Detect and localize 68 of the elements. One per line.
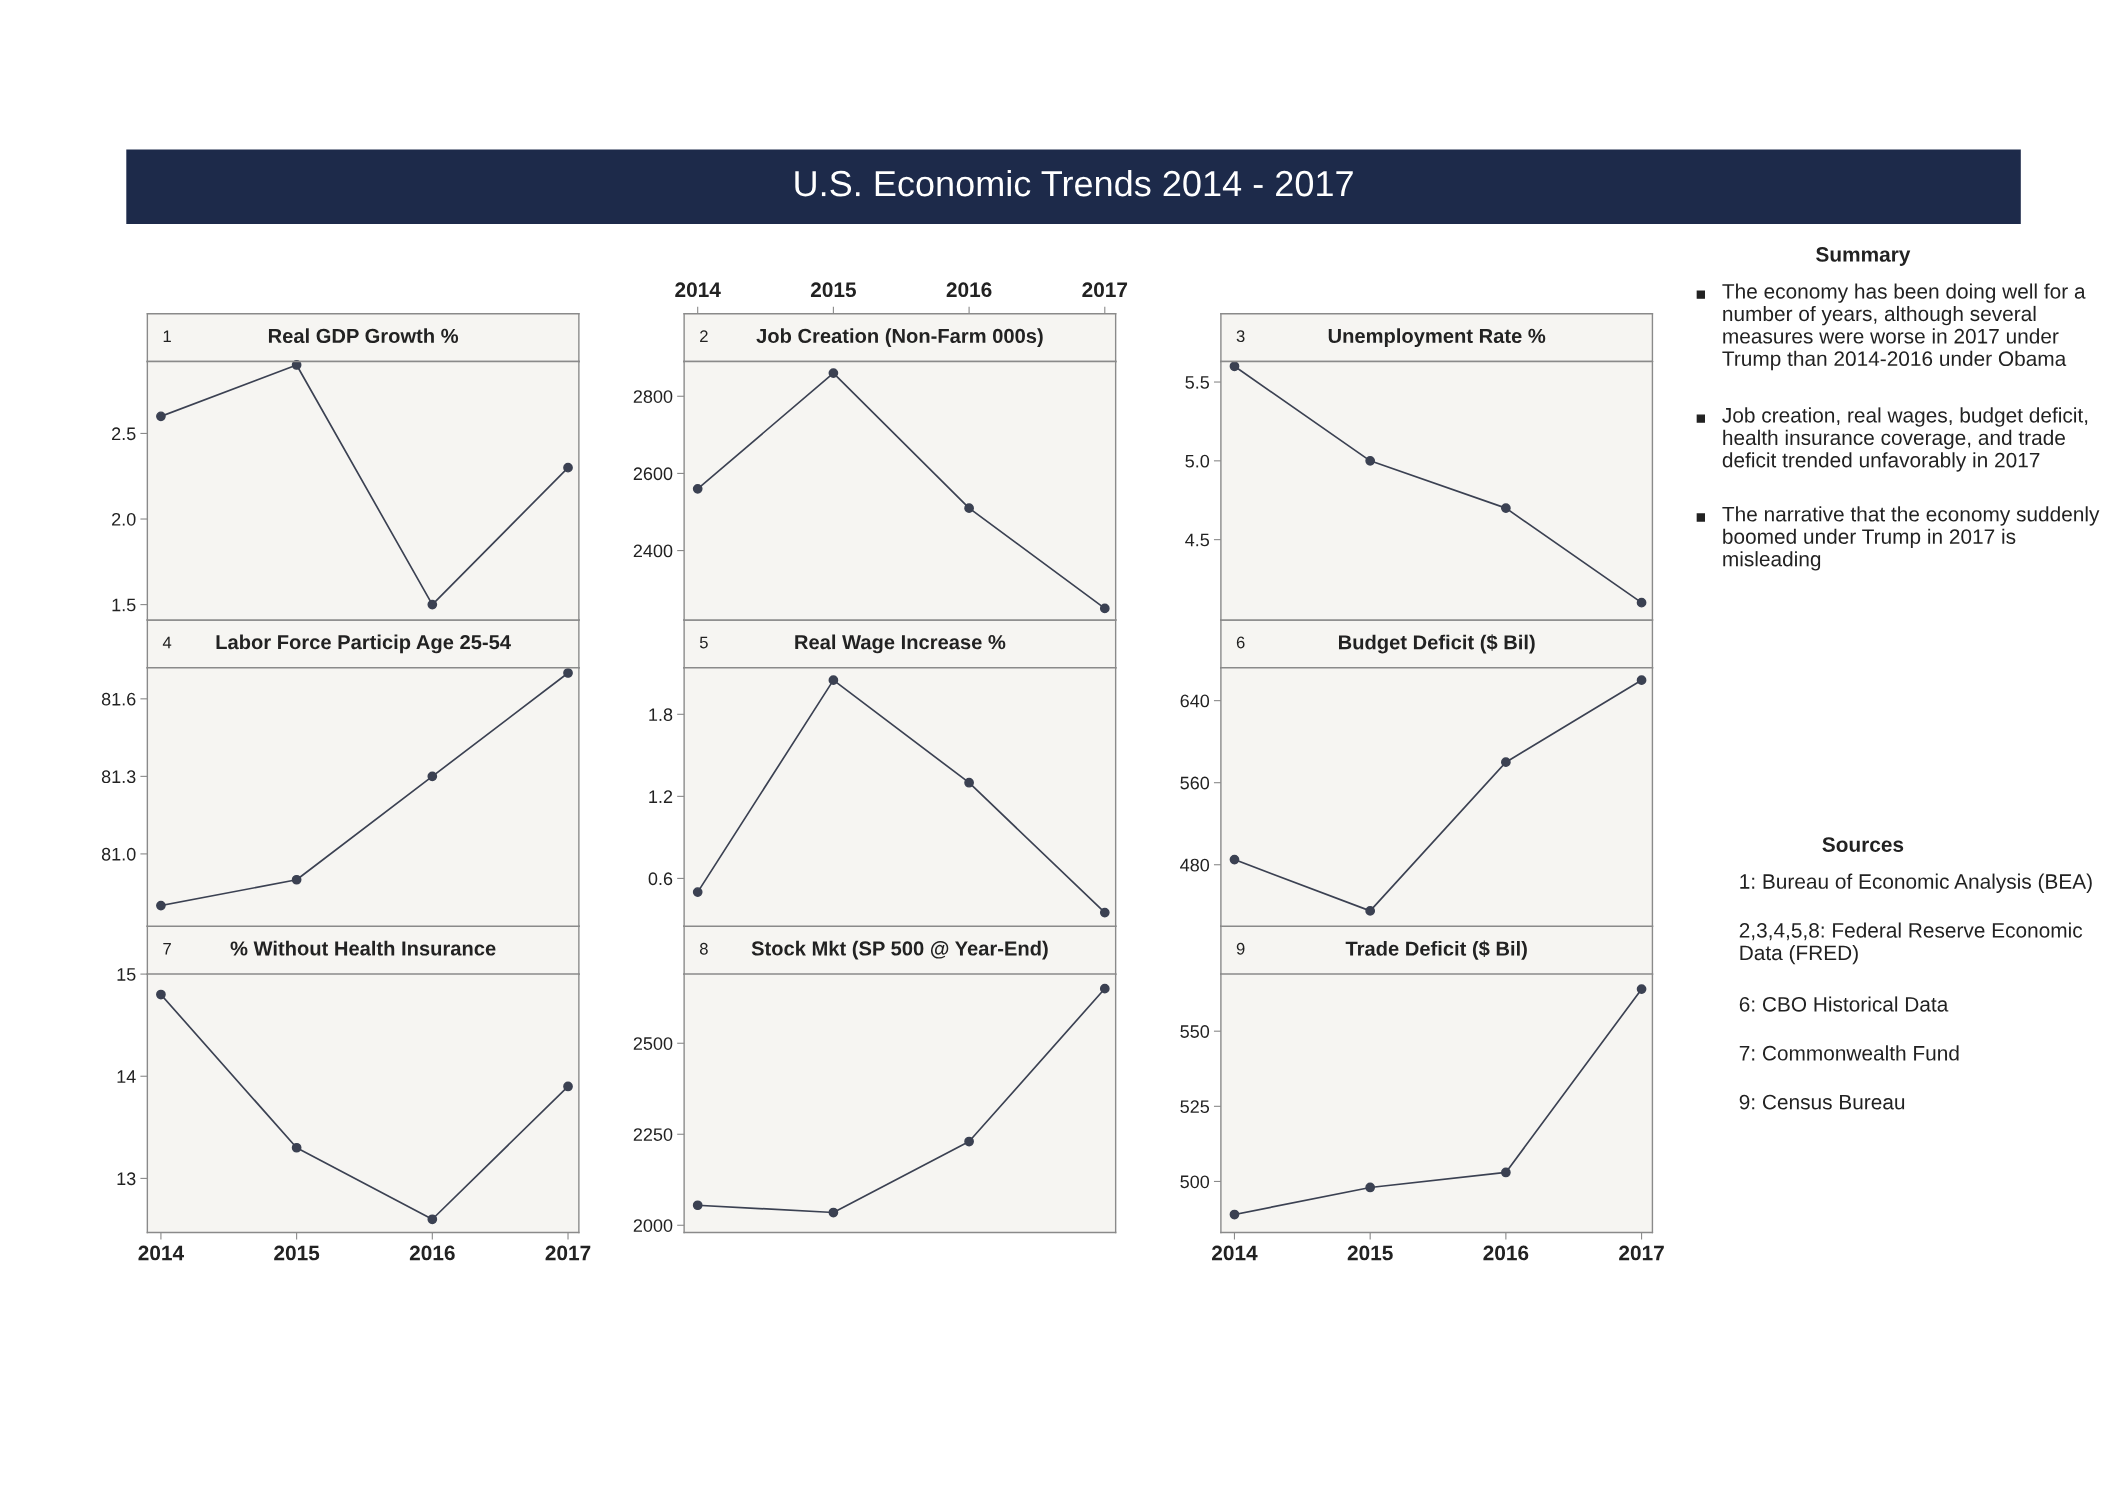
chart-title: Stock Mkt (SP 500 @ Year-End): [751, 940, 1048, 960]
y-tick-label: 2600: [633, 467, 673, 481]
y-tick-label: 2000: [633, 1219, 673, 1232]
text: 3: [1236, 330, 1245, 343]
x-tick-label: 2016: [1483, 1245, 1529, 1261]
chart-title: Labor Force Particip Age 25-54: [216, 634, 511, 654]
chart-title: Real Wage Increase %: [795, 634, 1006, 654]
text: The economy has been doing well for a number of years, although several measures were worse in 2017 under Trump than 2014-2016 under Obama: [1722, 283, 2086, 371]
x2-tick-label: 2017: [1082, 282, 1128, 298]
y-tick-label: 500: [1180, 1175, 1210, 1189]
text: 7: [163, 943, 171, 955]
text: 4: [162, 636, 172, 649]
y-tick-label: 1.8: [649, 708, 673, 722]
text: 7: Commonwealth Fund: [1739, 1045, 1959, 1061]
y-tick-label: 525: [1180, 1100, 1210, 1114]
y-tick-label: 81.0: [101, 847, 136, 861]
x-tick-label: 2014: [1212, 1245, 1258, 1261]
y-tick-label: 480: [1180, 858, 1210, 872]
text: 1: Bureau of Economic Analysis (BEA): [1740, 873, 2092, 893]
text: 6: CBO Historical Data: [1739, 996, 1949, 1012]
y-tick-label: 1.5: [112, 598, 136, 612]
y-tick-label: 0.6: [648, 872, 673, 886]
x-tick-label: 2015: [1347, 1245, 1393, 1261]
x-tick-label: 2015: [274, 1245, 320, 1261]
chart-title: Real GDP Growth %: [268, 328, 459, 344]
x2-tick-label: 2015: [810, 282, 856, 298]
text: 9: [1236, 942, 1245, 955]
y-tick-label: 81.3: [101, 770, 136, 784]
chart-title: % Without Health Insurance: [230, 940, 496, 956]
chart-title: Unemployment Rate %: [1328, 328, 1546, 348]
text: 1: [163, 330, 171, 342]
text: 2: [700, 330, 708, 342]
text: 8: [699, 942, 708, 955]
x2-tick-label: 2016: [946, 282, 992, 298]
x-tick-label: 2017: [1619, 1245, 1664, 1261]
text: Sources: [1822, 837, 1904, 852]
x-tick-label: 2017: [545, 1245, 591, 1261]
y-tick-label: 2.5: [112, 427, 136, 441]
y-tick-label: 81.6: [101, 692, 136, 706]
y-tick-label: 2400: [633, 544, 673, 558]
y-tick-label: 2.0: [112, 512, 136, 526]
y-tick-label: 5.0: [1185, 454, 1210, 468]
y-tick-label: 2250: [633, 1128, 673, 1141]
x-tick-label: 2014: [138, 1245, 184, 1261]
y-tick-label: 550: [1180, 1025, 1210, 1038]
x-tick-label: 2016: [409, 1245, 455, 1261]
text: 6: [1236, 636, 1245, 649]
x2-tick-label: 2014: [675, 282, 721, 298]
text: 9: Census Bureau: [1739, 1094, 1905, 1110]
y-tick-label: 15: [117, 968, 136, 981]
chart-title: Trade Deficit ($ Bil): [1345, 940, 1527, 960]
text: The narrative that the economy suddenly boomed under Trump in 2017 is misleading: [1722, 506, 2100, 571]
y-tick-label: 14: [117, 1070, 136, 1083]
y-tick-label: 1.2: [649, 790, 673, 803]
y-tick-label: 560: [1180, 776, 1210, 790]
text: Summary: [1816, 247, 1911, 266]
chart-title: Budget Deficit ($ Bil): [1339, 634, 1535, 654]
text: 5: [699, 636, 708, 649]
y-tick-label: 4.5: [1185, 533, 1210, 547]
text: U.S. Economic Trends 2014 - 2017: [795, 169, 1353, 197]
y-tick-label: 2800: [633, 390, 673, 403]
y-tick-label: 640: [1180, 694, 1210, 708]
text: Job creation, real wages, budget deficit, health insurance coverage, and trade deficit trended unfavorably in 2017: [1722, 407, 2088, 472]
y-tick-label: 2500: [633, 1037, 673, 1050]
y-tick-label: 5.5: [1185, 376, 1210, 389]
text: 2,3,4,5,8: Federal Reserve Economic Data (FRED): [1739, 922, 2083, 965]
chart-title: Job Creation (Non-Farm 000s): [756, 328, 1043, 348]
y-tick-label: 13: [117, 1172, 136, 1186]
